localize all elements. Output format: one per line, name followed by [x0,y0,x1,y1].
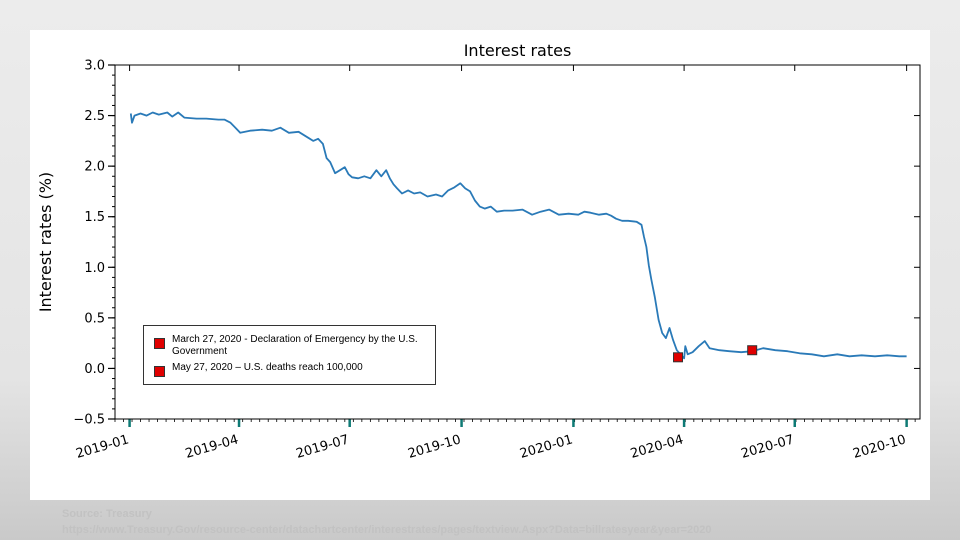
y-tick-label: 1.5 [84,210,105,225]
chart-title: Interest rates [464,41,572,60]
y-tick-label: 2.0 [84,160,105,175]
chart-panel: Interest rates Interest rates (%) 3.0 2.5 2.… [30,30,930,500]
source-note: Source: Treasury https://www.Treasury.Go… [62,506,942,538]
source-url: https://www.Treasury.Gov/resource-center… [62,524,712,536]
x-tick-label: 2019-07 [294,432,350,461]
interest-rate-chart: Interest rates Interest rates (%) 3.0 2.5 2.… [36,41,921,462]
legend-marker-icon [154,338,165,349]
y-tick-label: 0.5 [84,311,105,326]
legend-item-deaths: May 27, 2020 – U.S. deaths reach 100,000 [154,362,429,377]
x-tick-label: 2020-04 [629,432,685,461]
marker-emergency [673,352,684,363]
legend-label-deaths: May 27, 2020 – U.S. deaths reach 100,000 [172,362,363,373]
legend-label-emergency: March 27, 2020 - Declaration of Emergenc… [172,334,418,357]
legend-item-emergency: March 27, 2020 - Declaration of Emergenc… [154,334,429,358]
x-tick-label: 2020-10 [851,432,907,461]
chart-legend: March 27, 2020 - Declaration of Emergenc… [143,325,436,385]
y-tick-label: 1.0 [84,261,105,276]
x-tick-label: 2019-10 [406,432,462,461]
y-tick-label: 0.0 [84,362,105,377]
legend-marker-icon [154,366,165,377]
x-tick-label: 2019-04 [184,432,240,461]
x-tick-label: 2020-07 [739,432,795,461]
y-tick-label: 3.0 [84,59,105,74]
interest-rate-line [129,111,907,360]
y-tick-label: −0.5 [73,413,105,428]
plot-frame [114,64,921,420]
y-axis-label: Interest rates (%) [36,172,55,312]
x-tick-label: 2019-01 [74,432,130,461]
source-label: Source: Treasury [62,508,152,520]
marker-deaths [747,345,758,356]
x-tick-label: 2020-01 [518,432,574,461]
y-tick-label: 2.5 [84,109,105,124]
